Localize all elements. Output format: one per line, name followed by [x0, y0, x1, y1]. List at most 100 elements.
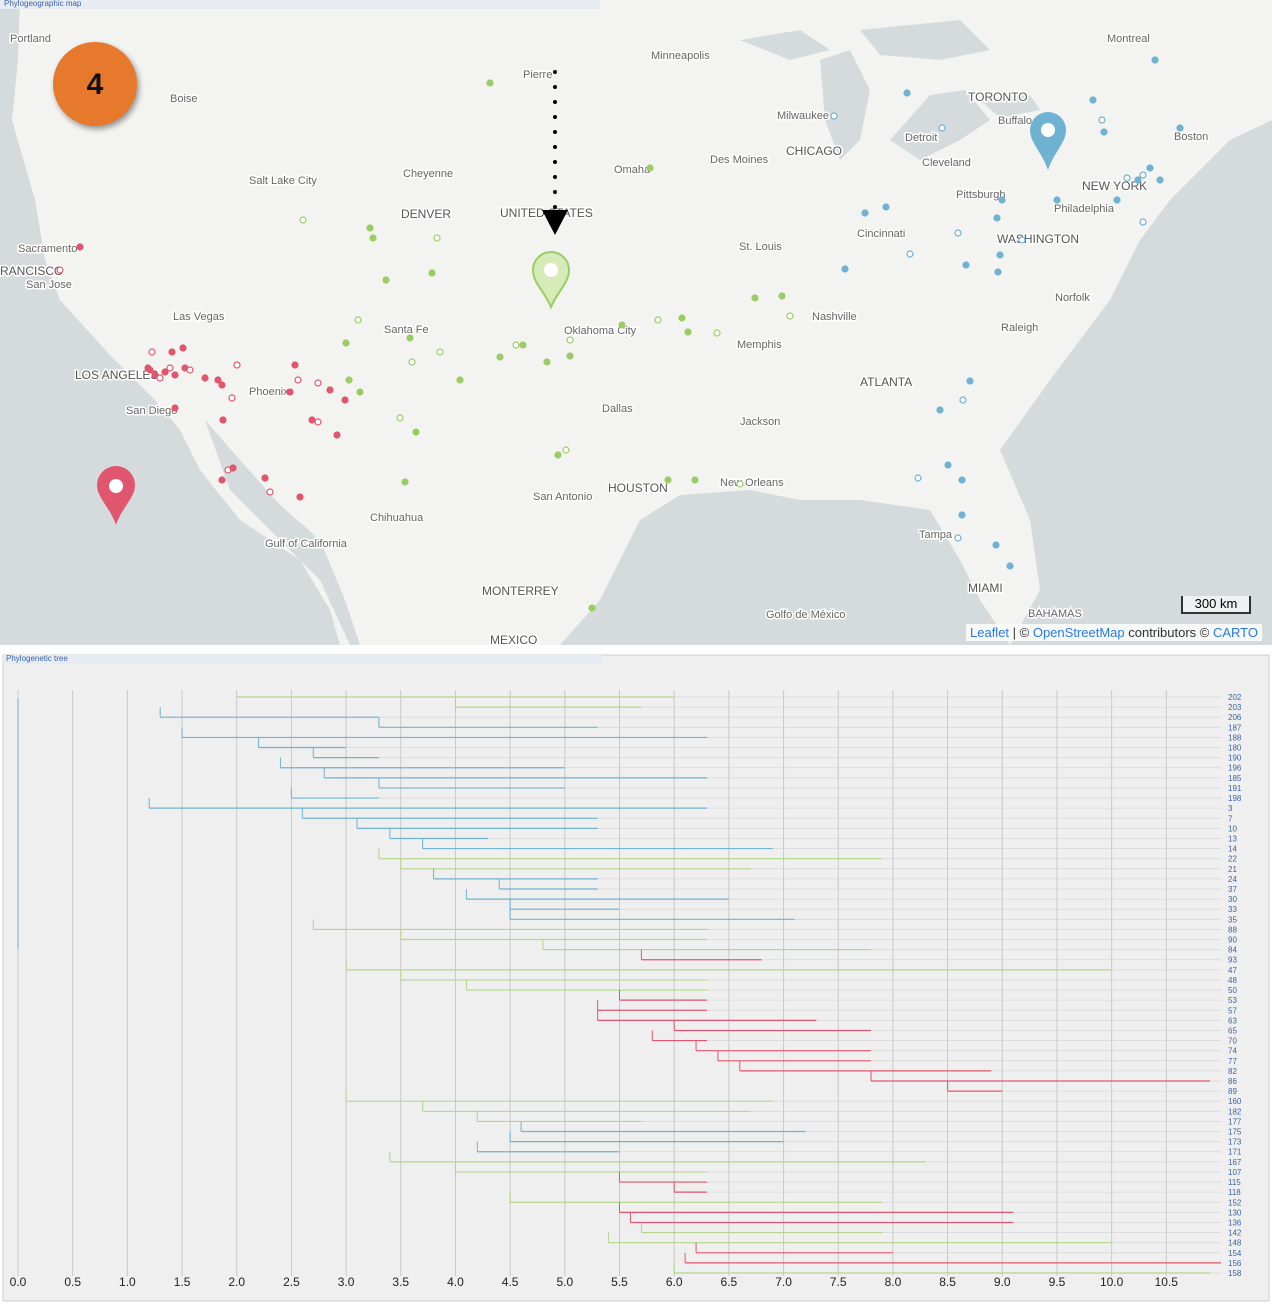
occurrence-dot: [151, 371, 159, 379]
link[interactable]: OpenStreetMap: [1032, 625, 1125, 640]
occurrence-dot: [314, 379, 322, 387]
occurrence-dot: [56, 266, 64, 274]
occurrence-dot: [841, 265, 849, 273]
leaf-label: 156: [1228, 1259, 1242, 1268]
occurrence-dot: [938, 124, 946, 132]
leaf-label: 10: [1228, 824, 1237, 833]
leaf-label: 190: [1228, 754, 1242, 763]
occurrence-dot: [1134, 176, 1142, 184]
occurrence-dot: [936, 406, 944, 414]
leaf-label: 107: [1228, 1168, 1242, 1177]
occurrence-dot: [1139, 171, 1147, 179]
occurrence-dot: [179, 344, 187, 352]
x-tick-label: 5.0: [556, 1275, 573, 1289]
occurrence-dot: [566, 352, 574, 360]
occurrence-dot: [713, 329, 721, 337]
leaf-label: 185: [1228, 774, 1242, 783]
occurrence-dot: [1113, 196, 1121, 204]
leaf-label: 37: [1228, 885, 1237, 894]
place-label: Santa Fe: [384, 324, 429, 336]
place-label: MONTERREY: [482, 584, 559, 598]
link[interactable]: Leaflet: [970, 625, 1010, 640]
occurrence-dot: [830, 112, 838, 120]
leaf-label: 65: [1228, 1026, 1237, 1035]
occurrence-dot: [214, 376, 222, 384]
place-label: Norfolk: [1055, 292, 1090, 304]
leaf-label: 187: [1228, 723, 1242, 732]
link[interactable]: CARTO: [1212, 625, 1258, 640]
occurrence-dot: [456, 376, 464, 384]
occurrence-dot: [326, 386, 334, 394]
place-label: LOS ANGELES: [75, 368, 158, 382]
place-label: WASHINGTON: [997, 232, 1079, 246]
pin-blue[interactable]: [1030, 112, 1066, 170]
occurrence-dot: [992, 541, 1000, 549]
occurrence-dot: [168, 348, 176, 356]
occurrence-dot: [496, 353, 504, 361]
place-label: Des Moines: [710, 154, 769, 166]
occurrence-dot: [994, 268, 1002, 276]
occurrence-dot: [678, 314, 686, 322]
occurrence-dot: [436, 348, 444, 356]
occurrence-dot: [296, 493, 304, 501]
leaf-label: 14: [1228, 845, 1237, 854]
occurrence-dot: [861, 209, 869, 217]
leaf-label: 3: [1228, 804, 1233, 813]
occurrence-dot: [1156, 176, 1164, 184]
occurrence-dot: [566, 336, 574, 344]
leaf-label: 22: [1228, 855, 1237, 864]
occurrence-dot: [433, 234, 441, 242]
place-label: Pierre: [523, 69, 552, 81]
occurrence-dot: [341, 396, 349, 404]
place-label: Buffalo: [998, 115, 1032, 127]
occurrence-dot: [618, 321, 626, 329]
occurrence-dot: [882, 203, 890, 211]
place-label: DENVER: [401, 207, 451, 221]
place-label: Detroit: [905, 132, 937, 144]
occurrence-dot: [1100, 128, 1108, 136]
leaf-label: 154: [1228, 1249, 1242, 1258]
occurrence-dot: [345, 376, 353, 384]
pin-green[interactable]: [531, 251, 571, 310]
place-label: Las Vegas: [173, 311, 225, 323]
leaf-label: 142: [1228, 1229, 1242, 1238]
place-label: Phoenix: [249, 386, 289, 398]
occurrence-dot: [342, 339, 350, 347]
occurrence-dot: [944, 461, 952, 469]
x-tick-label: 9.5: [1049, 1275, 1066, 1289]
occurrence-dot: [229, 464, 237, 472]
place-label: ATLANTA: [860, 375, 912, 389]
occurrence-dot: [664, 476, 672, 484]
occurrence-dot: [228, 394, 236, 402]
occurrence-dot: [646, 164, 654, 172]
occurrence-dot: [161, 368, 169, 376]
place-label: New Orleans: [720, 477, 784, 489]
occurrence-dot: [156, 374, 164, 382]
x-tick-label: 2.5: [283, 1275, 300, 1289]
occurrence-dot: [1139, 218, 1147, 226]
x-tick-label: 10.0: [1100, 1275, 1124, 1289]
place-label: Pittsburgh: [956, 189, 1006, 201]
pin-red[interactable]: [97, 466, 135, 525]
x-tick-label: 9.0: [994, 1275, 1011, 1289]
x-tick-label: 6.5: [721, 1275, 738, 1289]
leaf-label: 191: [1228, 784, 1242, 793]
place-label: Milwaukee: [777, 110, 829, 122]
place-label: San Diego: [126, 405, 177, 417]
occurrence-dot: [171, 404, 179, 412]
leaf-label: 21: [1228, 865, 1237, 874]
occurrence-dot: [148, 348, 156, 356]
place-label: Cleveland: [922, 157, 971, 169]
leaf-label: 63: [1228, 1016, 1237, 1025]
occurrence-dot: [778, 292, 786, 300]
occurrence-dot: [958, 476, 966, 484]
place-label: Sacramento: [18, 243, 77, 255]
leaf-label: 47: [1228, 966, 1237, 975]
place-label: RANCISCO: [0, 264, 63, 278]
occurrence-dot: [356, 388, 364, 396]
occurrence-dot: [186, 366, 194, 374]
leaf-label: 35: [1228, 915, 1237, 924]
occurrence-dot: [201, 374, 209, 382]
place-label: BAHAMAS: [1028, 608, 1082, 620]
leaf-label: 158: [1228, 1269, 1242, 1278]
